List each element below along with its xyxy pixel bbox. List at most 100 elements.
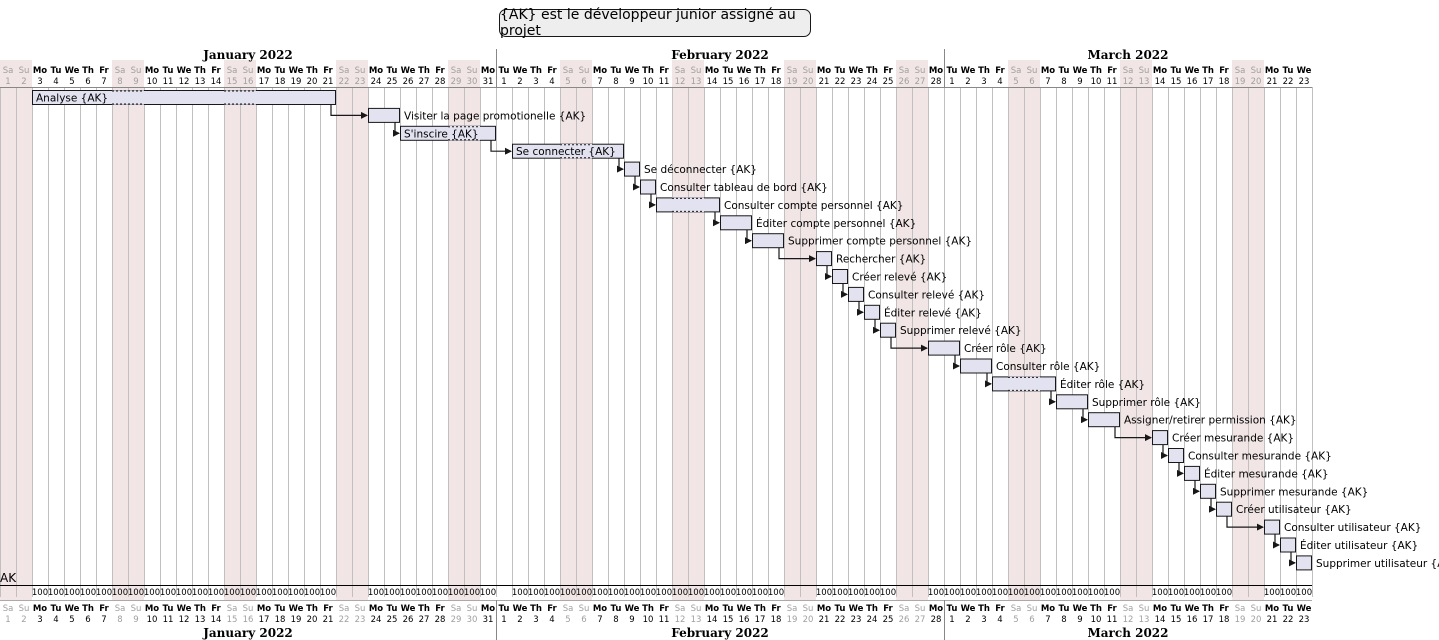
weekend-band [560, 60, 576, 601]
weekend-band [688, 60, 704, 601]
day-abbr: Sa [675, 66, 686, 76]
day-number-footer: 6 [85, 615, 90, 625]
weekend-band [112, 60, 128, 601]
day-abbr: Fr [435, 66, 445, 76]
task-label: Créer rôle {AK} [964, 343, 1047, 355]
day-number: 12 [179, 77, 190, 87]
day-abbr-footer: Tu [499, 604, 510, 614]
day-abbr-footer: We [65, 604, 80, 614]
day-abbr-footer: Su [243, 604, 254, 614]
day-number-footer: 12 [179, 615, 190, 625]
day-number: 18 [1219, 77, 1230, 87]
day-abbr: Fr [883, 66, 893, 76]
day-abbr: Tu [1171, 66, 1182, 76]
dependency-arrow [1049, 390, 1056, 406]
day-number: 19 [291, 77, 302, 87]
dependency-arrow [745, 229, 752, 245]
task-bar [960, 358, 992, 374]
day-abbr-footer: Su [1251, 604, 1262, 614]
day-abbr-footer: Fr [995, 604, 1005, 614]
day-abbr: We [849, 66, 864, 76]
day-number: 12 [675, 77, 686, 87]
load-value: 100 [560, 588, 576, 598]
day-abbr: We [961, 66, 976, 76]
day-abbr-footer: Su [467, 604, 478, 614]
day-abbr: Su [1139, 66, 1150, 76]
day-number: 16 [243, 77, 254, 87]
load-value: 100 [480, 588, 496, 598]
task-bar [928, 340, 960, 356]
weekend-band [1248, 60, 1264, 601]
task-bar [1088, 412, 1120, 428]
day-abbr: Su [467, 66, 478, 76]
task-bar [624, 161, 640, 177]
day-number-footer: 22 [339, 615, 350, 625]
day-number: 8 [1061, 77, 1066, 87]
load-value: 100 [544, 588, 560, 598]
day-abbr: Tu [947, 66, 958, 76]
day-abbr: Mo [257, 66, 271, 76]
load-value: 100 [848, 588, 864, 598]
day-number-footer: 9 [1077, 615, 1082, 625]
day-number: 16 [739, 77, 750, 87]
task-bar [640, 179, 656, 195]
day-abbr-footer: Sa [1011, 604, 1022, 614]
load-value: 100 [864, 588, 880, 598]
load-value: 100 [1040, 588, 1056, 598]
load-value: 100 [128, 588, 144, 598]
weekend-band [784, 60, 800, 601]
task-label: Consulter compte personnel {AK} [724, 200, 903, 212]
day-abbr: Su [915, 66, 926, 76]
day-abbr: Sa [451, 66, 462, 76]
load-value: 100 [1088, 588, 1104, 598]
day-number-footer: 3 [533, 615, 538, 625]
load-value: 100 [448, 588, 464, 598]
day-abbr: Th [1090, 66, 1102, 76]
day-number: 4 [53, 77, 58, 87]
day-abbr-footer: Tu [1283, 604, 1294, 614]
weekend-band [0, 60, 16, 601]
task-bar [864, 304, 880, 320]
day-abbr: Fr [547, 66, 557, 76]
day-abbr-footer: Th [194, 604, 206, 614]
task-bar [992, 376, 1056, 392]
day-number: 19 [787, 77, 798, 87]
day-number-footer: 24 [867, 615, 878, 625]
dependency-arrow [1114, 426, 1152, 442]
task-bar [1152, 430, 1168, 446]
day-abbr-footer: Th [1202, 604, 1214, 614]
day-abbr-footer: Tu [51, 604, 62, 614]
day-abbr: We [65, 66, 80, 76]
day-number: 13 [195, 77, 206, 87]
day-number: 15 [723, 77, 734, 87]
day-abbr: Th [194, 66, 206, 76]
task-bar [880, 322, 896, 338]
dependency-arrow [1226, 516, 1264, 531]
day-number-footer: 15 [723, 615, 734, 625]
dependency-arrow [1273, 534, 1280, 549]
dependency-arrow [857, 301, 864, 316]
day-number-footer: 4 [53, 615, 58, 625]
day-number: 8 [117, 77, 122, 87]
day-abbr: Fr [1107, 66, 1117, 76]
load-value: 100 [816, 588, 832, 598]
load-value: 100 [960, 588, 976, 598]
day-abbr: Th [306, 66, 318, 76]
day-abbr-footer: Th [418, 604, 430, 614]
task-label: Éditer relevé {AK} [884, 306, 982, 319]
day-number-footer: 18 [275, 615, 286, 625]
task-bar [656, 197, 720, 213]
month-label-top: March 2022 [1088, 48, 1169, 62]
day-number: 3 [37, 77, 42, 87]
month-label-bottom: January 2022 [202, 626, 293, 640]
day-abbr-footer: We [737, 604, 752, 614]
day-abbr-footer: Fr [659, 604, 669, 614]
day-abbr-footer: Tu [835, 604, 846, 614]
day-number-footer: 23 [1299, 615, 1310, 625]
weekend-band [128, 60, 144, 601]
day-number-footer: 11 [1107, 615, 1118, 625]
load-value: 100 [768, 588, 784, 598]
task-label: Supprimer compte personnel {AK} [788, 236, 972, 248]
load-value: 100 [944, 588, 960, 598]
day-number: 5 [565, 77, 570, 87]
